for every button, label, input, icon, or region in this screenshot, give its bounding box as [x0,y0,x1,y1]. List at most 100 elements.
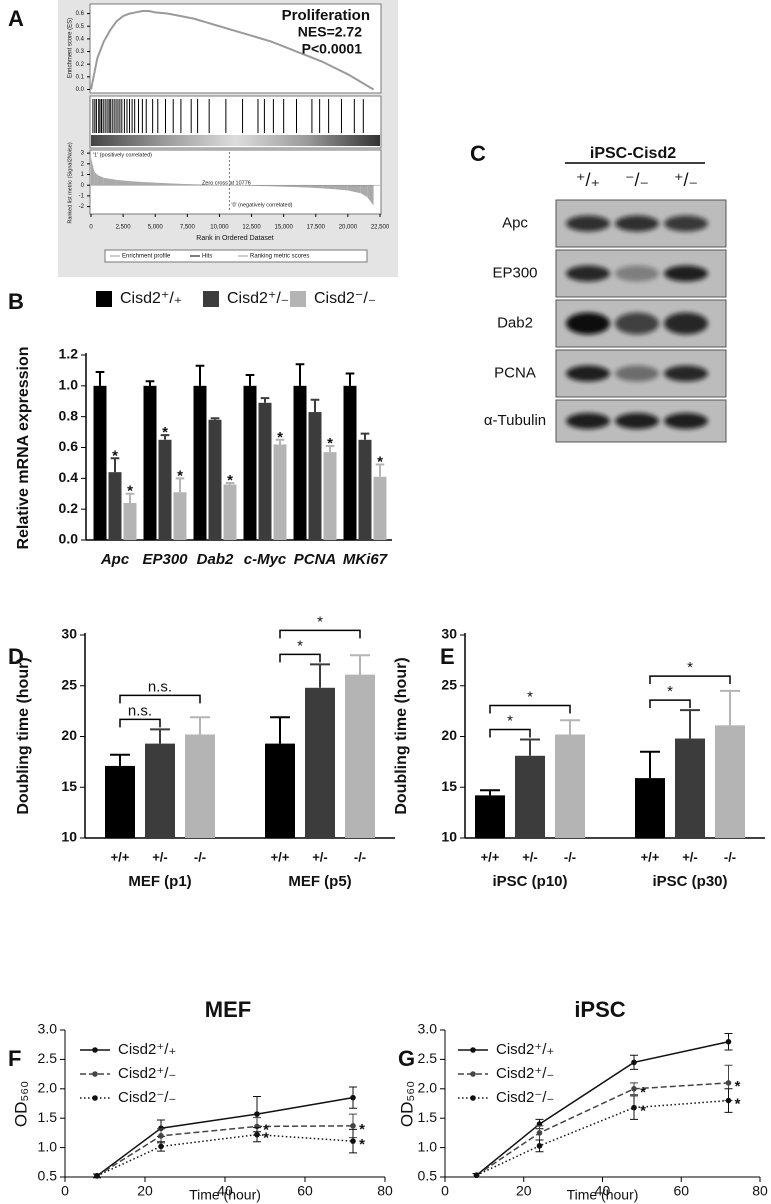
metric-area [116,179,130,186]
x-tick-label: 0 [441,1183,449,1199]
y-tick-label: 1 [81,172,85,178]
gsea-title: Proliferation [282,7,370,24]
y-tick-label: 1.0 [59,377,79,393]
error-bar [325,444,335,453]
legend-label: Cisd2⁺/₋ [118,1065,176,1082]
y-tick-label: 0.1 [76,74,85,80]
x-axis-label: Time (hour) [567,1187,639,1203]
bar [293,385,307,540]
y-tick-label: 2.5 [418,1050,438,1066]
significance-star: * [327,435,333,452]
band [566,365,610,382]
legend-box [104,249,368,263]
band [566,413,610,429]
y-axis-label: Enrichment score (ES) [68,18,74,78]
y-tick-label: 1.0 [418,1138,438,1154]
significance-bracket [279,653,321,663]
category-label: PCNA [294,551,337,568]
series-label: +/- [152,849,168,864]
series-label: -/- [564,849,576,864]
legend-label: Cisd2⁻/₋ [496,1089,554,1106]
metric-axis-label: Ranked list metric (Signal2Noise) [67,142,73,223]
y-tick-label: 3.0 [418,1021,438,1037]
significance-bracket [119,694,201,704]
band [615,365,659,382]
series-label: -/- [724,849,736,864]
band [664,215,708,232]
gsea-stat: NES=2.72 [298,24,362,40]
x-tick-label: 20 [137,1183,153,1199]
significance-star: * [162,424,168,441]
category-label: MEF (p1) [128,873,191,890]
error-bar [345,372,355,386]
legend-label: Cisd2⁻/₋ [314,290,376,307]
y-tick-label: 0.2 [59,500,79,516]
legend-marker [92,1071,98,1077]
bar [265,743,295,838]
bar [105,765,135,838]
significance-star: * [735,1096,741,1113]
x-tick-label: 0 [61,1183,69,1199]
metric-area [168,183,181,186]
error-bar [110,753,130,766]
band [615,265,659,282]
band [664,265,708,282]
error-bar [310,663,330,688]
point [725,1097,732,1104]
significance-label: * [667,683,673,700]
error-bar [225,481,235,485]
significance-bracket [279,629,361,639]
y-tick-label: 0.6 [59,438,79,454]
bar [715,725,745,838]
point [350,1123,356,1129]
y-tick-label: 10 [441,829,457,845]
significance-star: * [263,1130,269,1147]
metric-area [103,177,117,186]
series-label: +/+ [271,849,290,864]
band [615,413,659,429]
error-bar [145,380,155,386]
significance-bracket [489,728,531,738]
chart-title: iPSC [574,997,625,1022]
bar [185,734,215,838]
ranking-bar [91,135,380,146]
bar [635,778,665,838]
bar [373,476,387,540]
y-tick-label: 0.8 [59,407,79,423]
significance-label: * [297,637,303,654]
error-bar [275,438,285,445]
series-label: +/+ [481,849,500,864]
metric-area [97,175,104,186]
significance-label: n.s. [128,702,152,719]
protein-label: EP300 [492,264,537,281]
y-tick-label: 25 [61,676,77,692]
y-tick-label: 0.3 [76,49,85,55]
legend-label: Cisd2⁺/₊ [496,1041,554,1058]
x-tick-label: 60 [673,1183,689,1199]
y-tick-label: -2 [79,204,85,210]
y-tick-label: 0.5 [38,1168,58,1184]
series-label: +/- [522,849,538,864]
significance-star: * [359,1121,365,1138]
y-tick-label: 0.4 [59,469,79,485]
y-tick-label: 3.0 [38,1021,58,1037]
x-tick-label: 5,000 [148,225,164,231]
point [725,1038,732,1045]
point [631,1104,637,1111]
bar [143,385,157,540]
significance-star: * [177,467,183,484]
protein-label: Dab2 [497,314,533,331]
significance-bracket [489,704,571,714]
error-bar [245,374,255,386]
positive-label: '1' (positively correlated) [93,152,152,158]
significance-label: * [527,689,533,706]
band [664,312,708,335]
series-label: +/- [682,849,698,864]
bar [323,452,337,540]
error-bar [175,477,185,493]
error-bar [480,789,500,796]
point [158,1125,164,1131]
metric-area [180,183,194,186]
error-bar [520,738,540,756]
